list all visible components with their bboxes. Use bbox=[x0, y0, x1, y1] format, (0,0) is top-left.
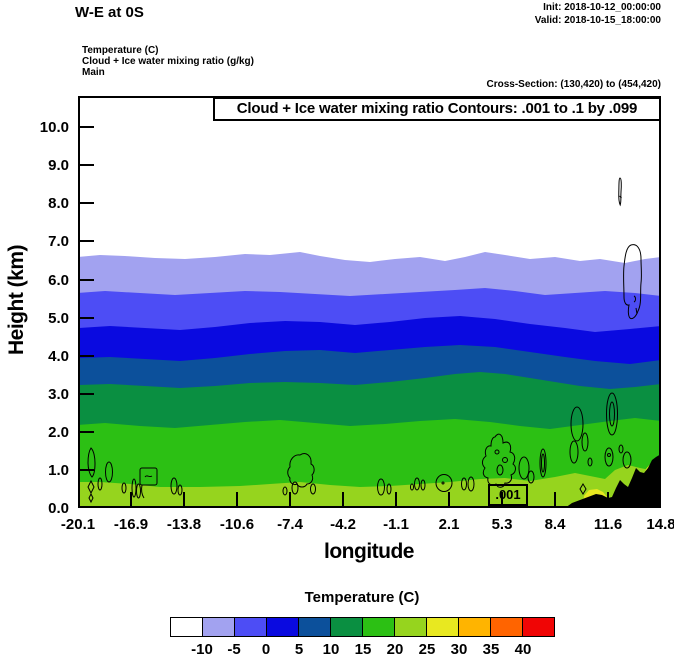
cross-section-label: Cross-Section: (130,420) to (454,420) bbox=[486, 79, 661, 90]
y-tick-label: 0.0 bbox=[48, 500, 69, 517]
colorbar-cell bbox=[427, 618, 459, 636]
colorbar-cell bbox=[235, 618, 267, 636]
y-tick-label: 1.0 bbox=[48, 462, 69, 479]
colorbar-cell bbox=[363, 618, 395, 636]
cloud-contour-lines bbox=[87, 177, 642, 504]
band-20-25 bbox=[79, 465, 660, 507]
y-tick-label: 7.0 bbox=[48, 233, 69, 250]
x-tick-label: 5.3 bbox=[491, 516, 513, 533]
y-tick-label: 3.0 bbox=[48, 386, 69, 403]
colorbar-cell bbox=[491, 618, 523, 636]
colorbar-cell bbox=[171, 618, 203, 636]
colorbar-tick-label: -10 bbox=[191, 641, 213, 658]
y-tick-label: 5.0 bbox=[48, 310, 69, 327]
field-temperature-label: Temperature (C) bbox=[82, 45, 159, 56]
x-tick-label: -16.9 bbox=[113, 516, 149, 533]
x-tick-label: 8.4 bbox=[544, 516, 566, 533]
colorbar-tick-label: 5 bbox=[294, 641, 304, 658]
y-axis-title: Height (km) bbox=[5, 245, 28, 355]
x-axis-title: longitude bbox=[324, 540, 414, 563]
colorbar-tick-label: 10 bbox=[322, 641, 340, 658]
field-domain-label: Main bbox=[82, 67, 105, 78]
contour-value-label: .001 bbox=[488, 484, 528, 506]
x-tick-label: -4.2 bbox=[330, 516, 356, 533]
colorbar-cell bbox=[395, 618, 427, 636]
colorbar-cell bbox=[203, 618, 235, 636]
colorbar-tick-label: 30 bbox=[450, 641, 468, 658]
y-tick-label: 10.0 bbox=[39, 119, 69, 136]
colorbar-tick-label: 15 bbox=[354, 641, 372, 658]
x-tick-label: 11.6 bbox=[593, 516, 623, 533]
colorbar-cell bbox=[331, 618, 363, 636]
y-tick-label: 6.0 bbox=[48, 272, 69, 289]
valid-time-label: Valid: 2018-10-15_18:00:00 bbox=[534, 15, 661, 26]
x-tick-label: -20.1 bbox=[60, 516, 96, 533]
y-tick-label: 2.0 bbox=[48, 424, 69, 441]
field-cloud-label: Cloud + Ice water mixing ratio (g/kg) bbox=[82, 56, 254, 67]
colorbar-tick-label: 35 bbox=[482, 641, 500, 658]
colorbar-cell bbox=[267, 618, 299, 636]
colorbar-cell bbox=[299, 618, 331, 636]
colorbar-cell bbox=[459, 618, 491, 636]
axis-tick-marks bbox=[79, 126, 609, 507]
plot-title-box: Cloud + Ice water mixing ratio Contours:… bbox=[213, 97, 661, 121]
y-tick-label: 9.0 bbox=[48, 157, 69, 174]
colorbar-title: Temperature (C) bbox=[304, 589, 420, 606]
temperature-colorbar bbox=[170, 617, 555, 637]
y-tick-label: 4.0 bbox=[48, 348, 69, 365]
colorbar-tick-label: 25 bbox=[418, 641, 436, 658]
x-tick-label: -1.1 bbox=[383, 516, 409, 533]
init-time-label: Init: 2018-10-12_00:00:00 bbox=[543, 2, 661, 13]
x-tick-label: -13.8 bbox=[166, 516, 202, 533]
colorbar-tick-label: -5 bbox=[227, 641, 241, 658]
x-tick-label: -7.4 bbox=[277, 516, 303, 533]
colorbar-tick-label: 40 bbox=[514, 641, 532, 658]
page-title: W-E at 0S bbox=[75, 4, 144, 21]
x-tick-label: 2.1 bbox=[438, 516, 460, 533]
colorbar-tick-label: 20 bbox=[386, 641, 404, 658]
colorbar-cell bbox=[523, 618, 554, 636]
y-tick-label: 8.0 bbox=[48, 195, 69, 212]
x-tick-label: -10.6 bbox=[219, 516, 255, 533]
terrain-profile bbox=[566, 454, 660, 507]
colorbar-tick-label: 0 bbox=[261, 641, 271, 658]
x-tick-label: 14.8 bbox=[646, 516, 674, 533]
